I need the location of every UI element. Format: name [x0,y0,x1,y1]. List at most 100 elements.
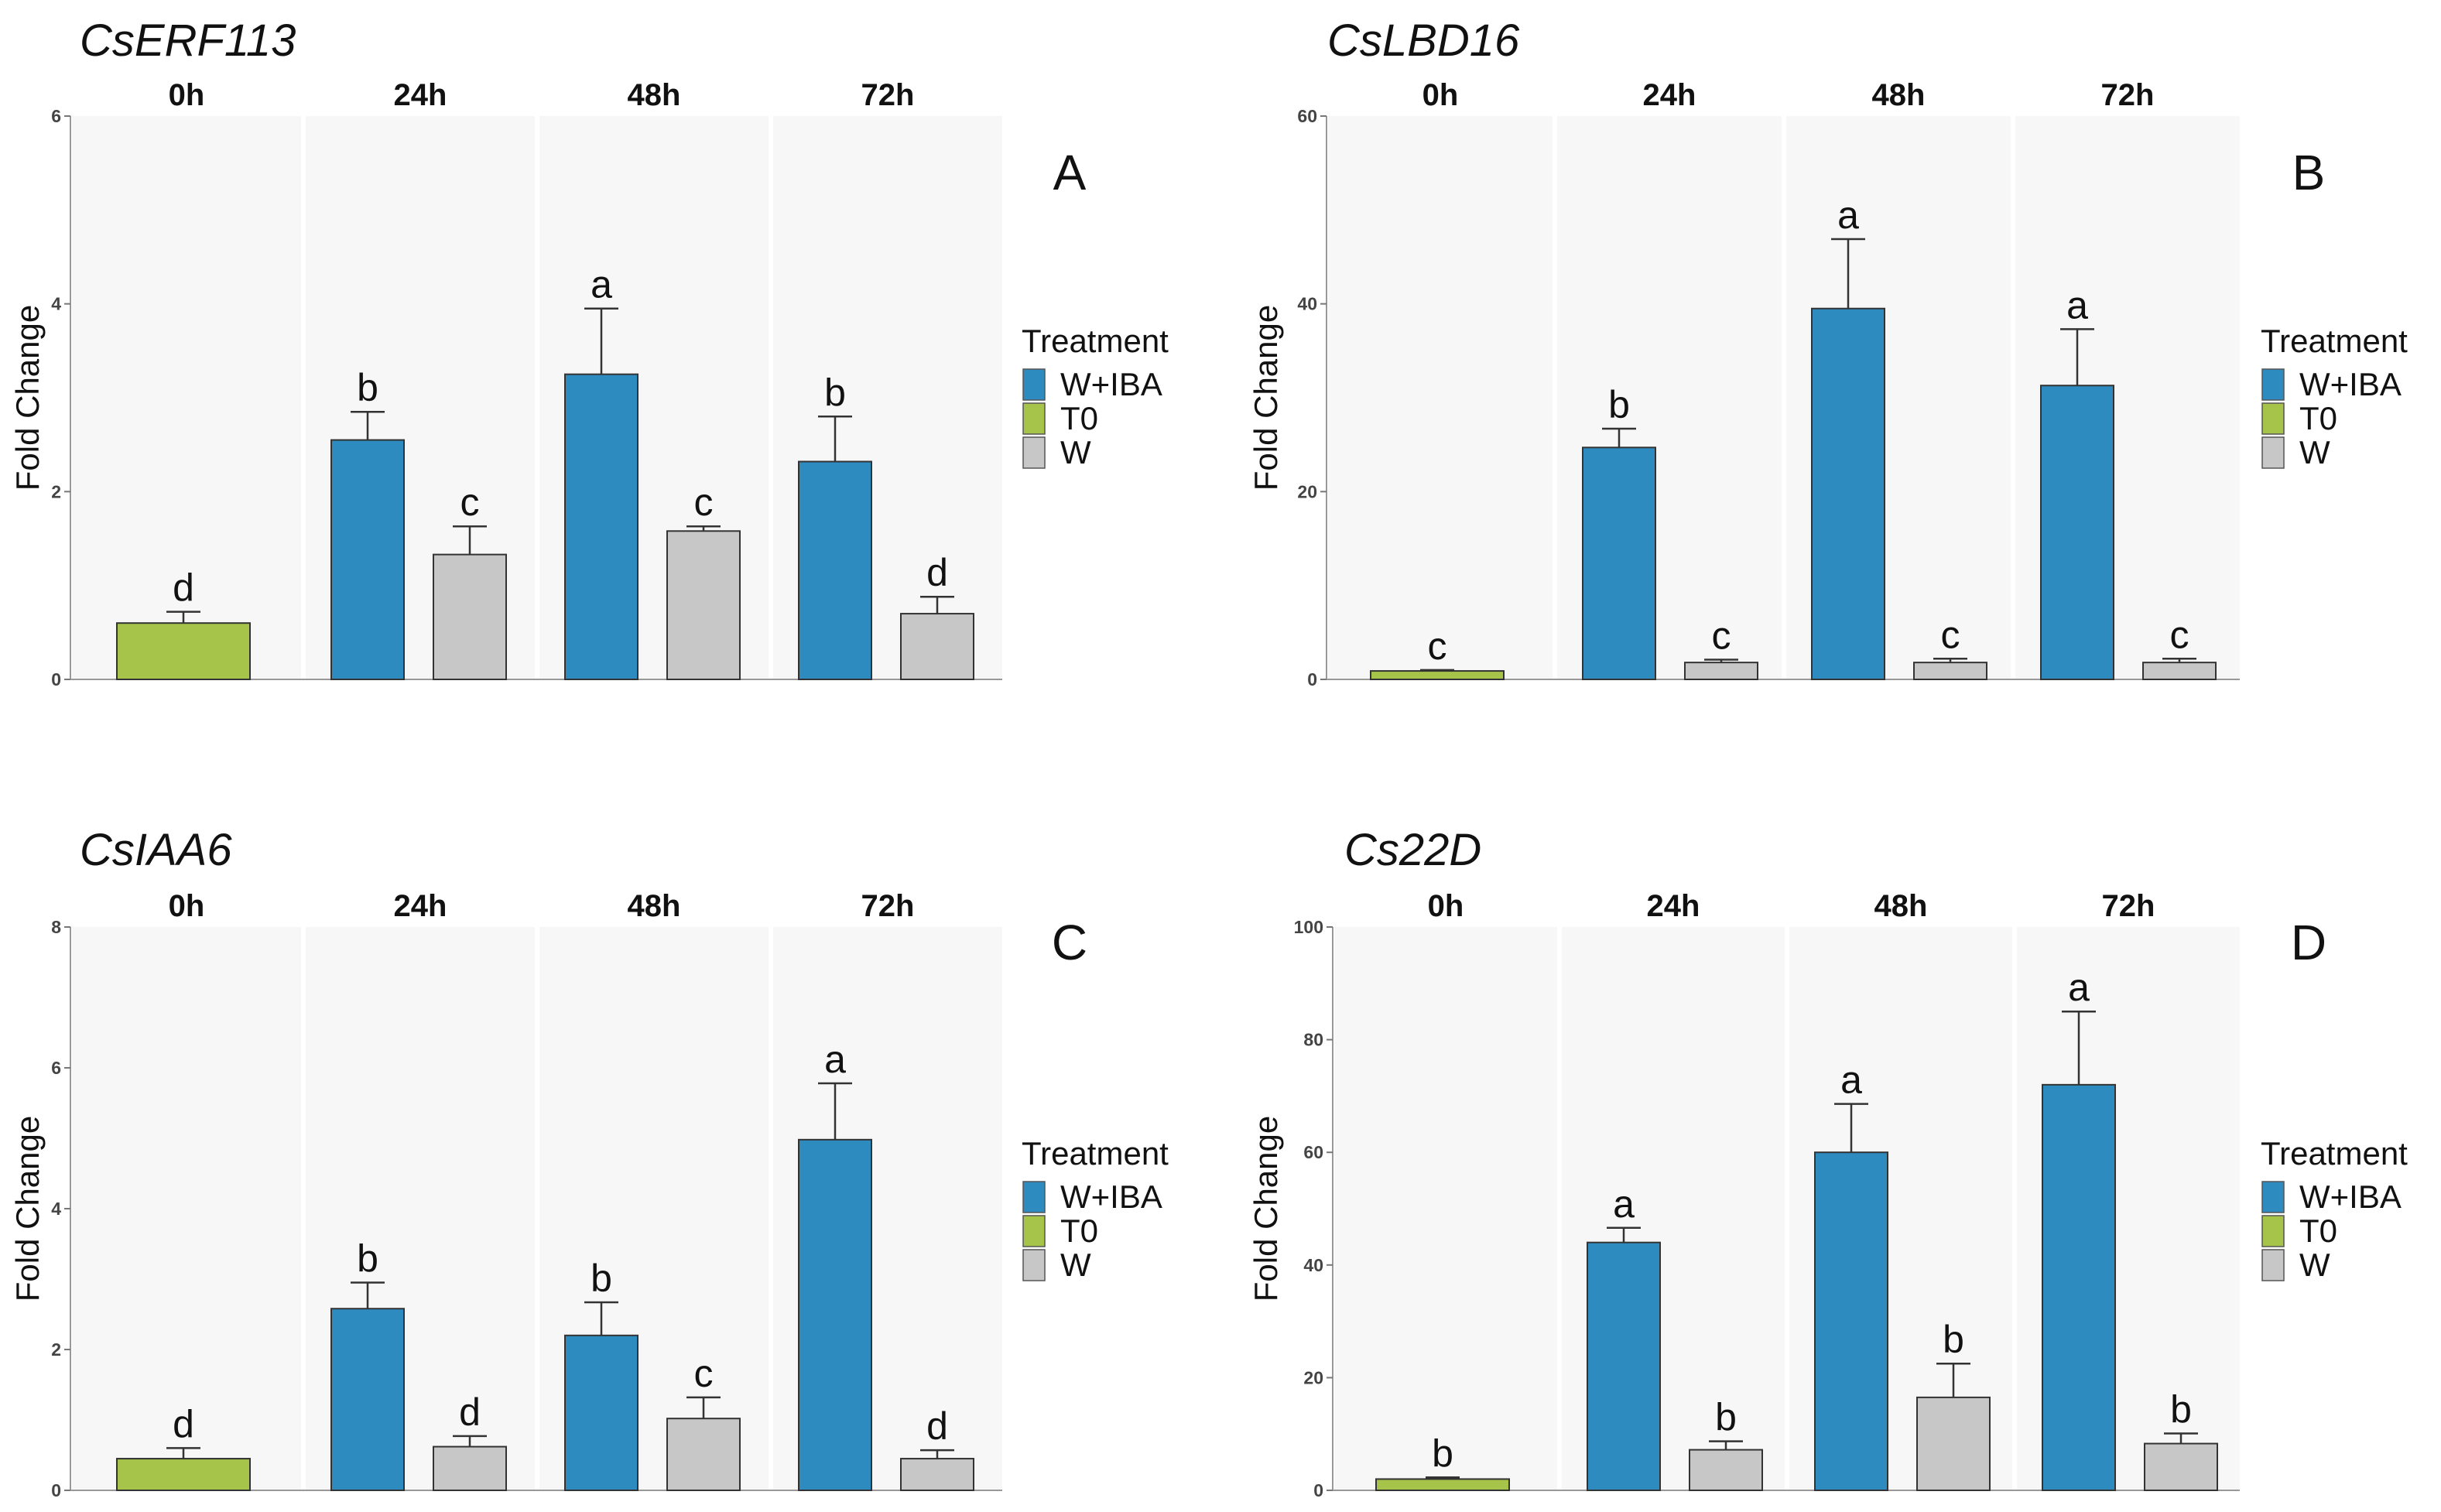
significance-label: d [173,566,194,610]
bar-t0 [116,1458,251,1492]
significance-label: a [591,263,612,306]
facet-label: 24h [1647,889,1700,923]
panel-letter: C [1052,915,1087,970]
facet-label: 0h [1422,78,1459,112]
gene-title: CsIAA6 [80,825,232,875]
bar-w [1689,1449,1763,1491]
y-tick-label: 60 [1297,106,1317,126]
facet-panel [72,116,301,679]
legend-key [2261,1215,2285,1247]
y-tick-label: 40 [1303,1255,1323,1275]
facet-label: 24h [1643,78,1696,112]
facet-label: 0h [1428,889,1464,923]
facet-label: 48h [1874,889,1928,923]
y-axis-title: Fold Change [9,1116,46,1302]
significance-label: c [2170,613,2189,656]
chart-panel-a: 0h 24h 48h 72h 0 2 4 6 Fold Change CsERF113 Ad b c a c… [9,15,1169,689]
y-tick-label: 6 [51,106,61,126]
chart-panel-c: 0h 24h 48h 72h 0 2 4 6 8 Fold Change CsIAA6 Cd b d b c a… [9,825,1169,1500]
facet-label: 0h [169,78,205,112]
facet-panel [1334,927,1557,1490]
legend-label: W [1060,1247,1091,1283]
bar-w [2142,662,2217,680]
significance-label: b [824,371,846,414]
legend-key [1022,436,1046,469]
bar-w [433,1445,507,1491]
facet-label: 72h [2102,889,2155,923]
significance-label: a [2068,966,2090,1009]
bar-w [1684,662,1758,680]
bar-w [2144,1442,2218,1492]
legend-key [1022,1181,1046,1213]
y-tick-label: 80 [1303,1030,1323,1050]
facet-label: 72h [861,78,915,112]
legend-label: W+IBA [1060,366,1162,402]
legend-key [2261,1249,2285,1281]
bar-wplusiba [1587,1241,1661,1492]
y-axis-title: Fold Change [1248,305,1284,491]
y-tick-label: 2 [51,1339,61,1360]
significance-label: b [591,1257,612,1300]
bar-w [900,613,974,680]
bar-wplusiba [564,373,638,680]
facet-label: 24h [394,889,447,923]
panel-letter: D [2291,915,2326,970]
y-tick-label: 4 [51,294,61,314]
legend-title: Treatment [1022,323,1169,359]
y-tick-label: 8 [51,917,61,937]
y-tick-label: 40 [1297,294,1317,314]
bar-wplusiba [798,460,872,680]
facet-panel [72,927,301,1490]
gene-title: CsERF113 [80,15,296,66]
legend-key [2261,402,2285,435]
chart-panel-b: 0h 24h 48h 72h 0 20 40 60 Fold Change CsLBD16 Bc b c… [1248,15,2408,689]
bar-wplusiba [798,1138,872,1491]
significance-label: d [926,1404,948,1448]
legend-label: W+IBA [1060,1178,1162,1215]
significance-label: a [824,1038,846,1081]
significance-label: c [694,1352,714,1395]
significance-label: a [1840,1059,1862,1102]
y-tick-label: 0 [51,1480,61,1500]
legend-key [2261,368,2285,401]
facet-label: 0h [169,889,205,923]
y-tick-label: 2 [51,481,61,501]
significance-label: b [2170,1387,2192,1431]
gene-title: Cs22D [1344,825,1481,875]
significance-label: c [694,481,714,524]
y-tick-label: 20 [1303,1367,1323,1387]
significance-label: b [357,366,378,409]
significance-label: d [926,551,948,594]
bar-wplusiba [330,439,405,680]
legend-key [2261,1181,2285,1213]
y-axis-title: Fold Change [9,305,46,491]
bar-t0 [1370,670,1505,681]
bar-w [433,553,507,680]
y-tick-label: 0 [1307,669,1317,689]
y-axis-title: Fold Change [1248,1116,1284,1302]
bar-wplusiba [330,1308,405,1491]
legend-label: W [2299,1247,2330,1283]
significance-label: b [1608,383,1630,426]
legend-label: T0 [1060,1213,1098,1249]
significance-label: c [1712,614,1731,658]
y-tick-label: 6 [51,1058,61,1078]
facet-label: 48h [628,78,681,112]
legend-label: T0 [2299,1213,2337,1249]
bar-w [1913,662,1987,680]
significance-label: b [357,1237,378,1281]
y-tick-label: 0 [51,669,61,689]
y-tick-label: 4 [51,1199,61,1219]
legend-title: Treatment [1022,1135,1169,1172]
legend-key [1022,368,1046,401]
significance-label: c [460,481,480,524]
facet-panel [1328,116,1553,679]
bar-wplusiba [2040,385,2114,680]
legend-label: W [1060,434,1091,470]
bar-t0 [1375,1478,1510,1491]
significance-label: b [1715,1396,1737,1439]
significance-label: d [459,1391,481,1434]
significance-label: a [2066,283,2088,327]
bar-wplusiba [1811,307,1885,680]
